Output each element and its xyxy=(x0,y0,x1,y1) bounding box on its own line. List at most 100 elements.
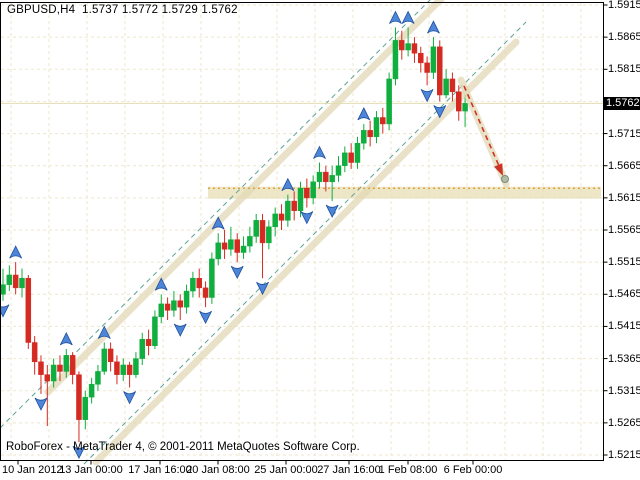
price-axis-label: 1.5915 xyxy=(608,0,640,11)
candle-bullish xyxy=(297,187,304,211)
price-axis-label: 1.5865 xyxy=(608,31,640,44)
price-axis-label: 1.5565 xyxy=(608,224,640,236)
current-price-tag: 1.5762 xyxy=(604,96,640,110)
forecast-target-dot xyxy=(501,175,509,183)
forecast-arrowhead-icon xyxy=(494,163,503,176)
candle-bearish xyxy=(424,62,430,73)
candle-bearish xyxy=(380,117,386,125)
candle-bearish xyxy=(145,339,152,346)
fractal-down-icon xyxy=(420,89,434,103)
candle-bullish xyxy=(183,290,190,308)
fractal-up-icon xyxy=(427,20,440,34)
candle-bullish xyxy=(133,358,139,375)
price-axis-label: 1.5515 xyxy=(608,256,640,269)
price-axis-label: 1.5815 xyxy=(608,63,640,76)
candle-bullish xyxy=(405,43,411,51)
plot-border xyxy=(0,2,604,461)
candle-bullish xyxy=(19,277,25,289)
candle-bullish xyxy=(82,396,89,420)
time-axis-label: 27 Jan 16:00 xyxy=(317,464,381,476)
price-axis-label: 1.5665 xyxy=(608,159,640,172)
candle-bullish xyxy=(190,277,196,292)
fractal-down-icon xyxy=(123,391,136,405)
price-axis-label: 1.5615 xyxy=(608,191,640,204)
candle-bullish xyxy=(316,171,323,183)
price-axis-label: 1.5315 xyxy=(608,384,640,397)
fractal-down-icon xyxy=(173,323,187,337)
candle-bearish xyxy=(31,342,38,363)
fractal-up-icon xyxy=(357,107,371,121)
fractal-up-icon xyxy=(211,216,225,230)
candle-bullish xyxy=(139,339,146,359)
candle-bearish xyxy=(418,52,424,64)
fractal-down-icon xyxy=(325,204,339,218)
forecast-arrow-line xyxy=(463,85,500,167)
candle-bullish xyxy=(285,200,291,221)
candle-bearish xyxy=(12,274,19,289)
candle-bearish xyxy=(304,187,310,199)
candle-bearish xyxy=(196,277,202,289)
fractal-down-icon xyxy=(230,265,244,280)
candle-bullish xyxy=(361,130,367,144)
candle-bearish xyxy=(114,361,120,375)
fractal-up-icon xyxy=(154,277,168,291)
candle-bearish xyxy=(437,46,443,96)
candle-bearish xyxy=(126,364,133,375)
candle-bearish xyxy=(399,40,405,51)
fractal-down-icon xyxy=(256,281,269,296)
candle-bearish xyxy=(57,364,63,372)
candle-bullish xyxy=(228,239,234,250)
candle-bullish xyxy=(462,103,468,112)
candle-bullish xyxy=(63,355,70,372)
time-axis-label: 20 Jan 08:00 xyxy=(186,464,250,476)
copyright-text: RoboForex - MetaTrader 4, © 2001-2011 Me… xyxy=(6,441,360,453)
candle-bullish xyxy=(158,303,164,318)
candle-bearish xyxy=(234,239,240,253)
price-axis-label: 1.5265 xyxy=(608,416,640,429)
channel-lower-band xyxy=(92,38,520,466)
price-axis-label: 1.5365 xyxy=(608,352,640,365)
time-axis-label: 1 Feb 08:00 xyxy=(378,464,438,476)
candle-bullish xyxy=(386,78,392,125)
fractal-down-icon xyxy=(72,445,86,460)
candle-bullish xyxy=(329,175,335,183)
candle-bullish xyxy=(0,284,6,295)
candle-bullish xyxy=(310,181,316,199)
fractal-down-icon xyxy=(34,397,48,411)
candle-bullish xyxy=(240,245,247,253)
fractal-up-icon xyxy=(9,245,23,259)
candle-bearish xyxy=(411,43,418,54)
candle-bullish xyxy=(6,274,13,285)
candle-bearish xyxy=(278,213,285,221)
fractal-up-icon xyxy=(281,177,295,191)
candle-bearish xyxy=(259,220,266,244)
candle-bearish xyxy=(38,361,44,375)
price-axis-label: 1.5465 xyxy=(608,288,640,301)
candle-bullish xyxy=(215,242,221,260)
candle-bullish xyxy=(266,226,272,244)
candle-bearish xyxy=(367,130,373,138)
time-axis-label: 13 Jan 00:00 xyxy=(59,464,123,476)
time-axis-label: 6 Feb 00:00 xyxy=(443,464,503,476)
candle-bearish xyxy=(25,277,32,343)
candle-bearish xyxy=(456,91,462,112)
candle-bullish xyxy=(253,220,259,237)
candle-bullish xyxy=(95,371,101,385)
candle-bearish xyxy=(107,348,114,363)
price-axis-label: 1.5415 xyxy=(608,320,640,333)
candle-bullish xyxy=(430,46,437,73)
fractal-down-icon xyxy=(0,304,10,318)
candle-bullish xyxy=(354,142,361,163)
candle-bearish xyxy=(323,171,329,183)
candle-bullish xyxy=(209,258,215,298)
channel-upper-band xyxy=(44,0,445,396)
candle-bearish xyxy=(449,78,456,93)
price-axis-label: 1.5215 xyxy=(608,449,640,461)
candle-bullish xyxy=(443,78,449,96)
ohlc-header: GBPUSD,H4 1.5737 1.5772 1.5729 1.5762 xyxy=(7,4,238,16)
channel-lower-trendline xyxy=(83,21,527,465)
candle-bearish xyxy=(202,287,209,298)
candle-bearish xyxy=(177,300,183,308)
